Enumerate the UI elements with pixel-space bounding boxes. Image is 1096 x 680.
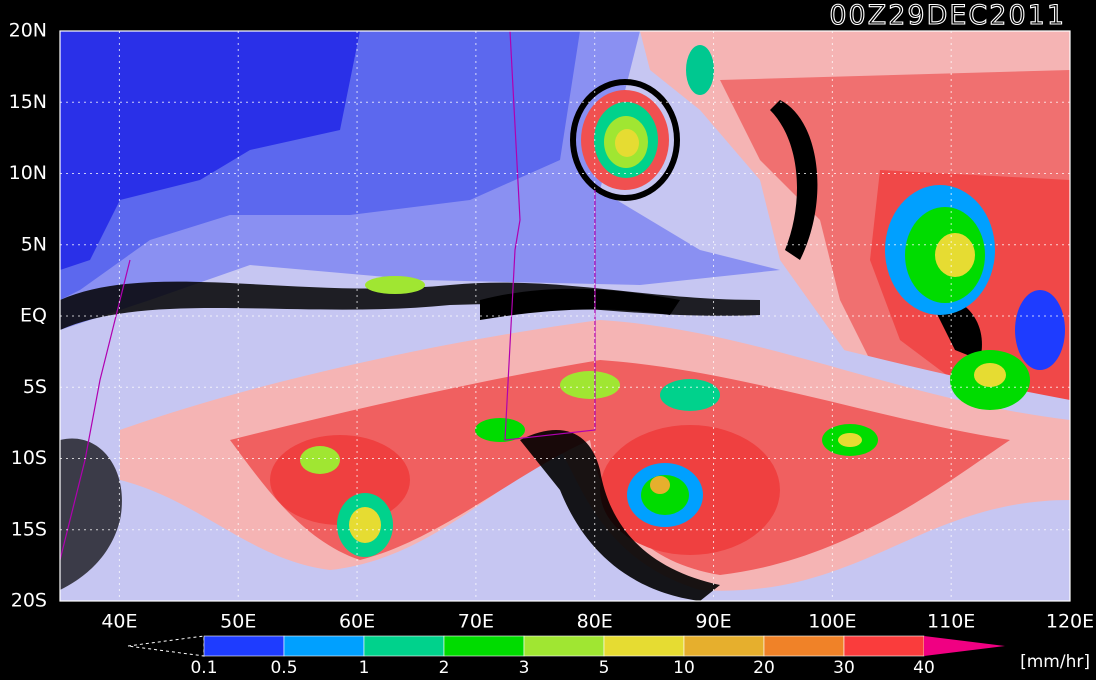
lon-label: 90E (695, 611, 731, 633)
colorbar-label: 20 (753, 658, 775, 678)
colorbar-label: 0.5 (270, 658, 297, 678)
lon-label: 100E (808, 611, 856, 633)
colorbar-swatch (843, 635, 925, 657)
lat-label: 5S (23, 376, 47, 398)
lat-label: 15N (9, 91, 47, 113)
colorbar-label: 40 (913, 658, 935, 678)
colorbar-label: 0.1 (190, 658, 217, 678)
lat-label: 20N (9, 20, 47, 42)
lon-label: 50E (220, 611, 256, 633)
lat-label: 5N (21, 233, 47, 255)
colorbar-swatch (683, 635, 765, 657)
lat-label: 20S (11, 590, 47, 612)
colorbar-swatch (283, 635, 365, 657)
colorbar-label: 5 (599, 658, 610, 678)
colorbar-swatch (203, 635, 285, 657)
lon-label: 70E (458, 611, 494, 633)
lon-label: 110E (927, 611, 975, 633)
lon-label: 80E (577, 611, 613, 633)
colorbar-swatch (763, 635, 845, 657)
colorbar-label: 30 (833, 658, 855, 678)
lon-label: 120E (1046, 611, 1094, 633)
colorbar-unit: [mm/hr] (1020, 652, 1090, 672)
map-frame (59, 30, 1071, 602)
map-title: 00Z29DEC2011 (829, 0, 1066, 31)
colorbar-label: 10 (673, 658, 695, 678)
lat-label: 10S (11, 447, 47, 469)
colorbar: 0.1 0.5 1 2 3 5 10 20 30 40 [mm/hr] (127, 635, 1090, 678)
colorbar-label: 3 (519, 658, 530, 678)
lat-label: EQ (20, 305, 47, 327)
lat-label: 15S (11, 518, 47, 540)
colorbar-label: 1 (359, 658, 370, 678)
lon-label: 40E (101, 611, 137, 633)
colorbar-swatch (523, 635, 605, 657)
colorbar-swatch (443, 635, 525, 657)
lon-label: 60E (339, 611, 375, 633)
colorbar-swatch (603, 635, 685, 657)
colorbar-label: 2 (439, 658, 450, 678)
colorbar-over (924, 636, 1005, 656)
colorbar-swatch (363, 635, 445, 657)
lat-label: 10N (9, 162, 47, 184)
